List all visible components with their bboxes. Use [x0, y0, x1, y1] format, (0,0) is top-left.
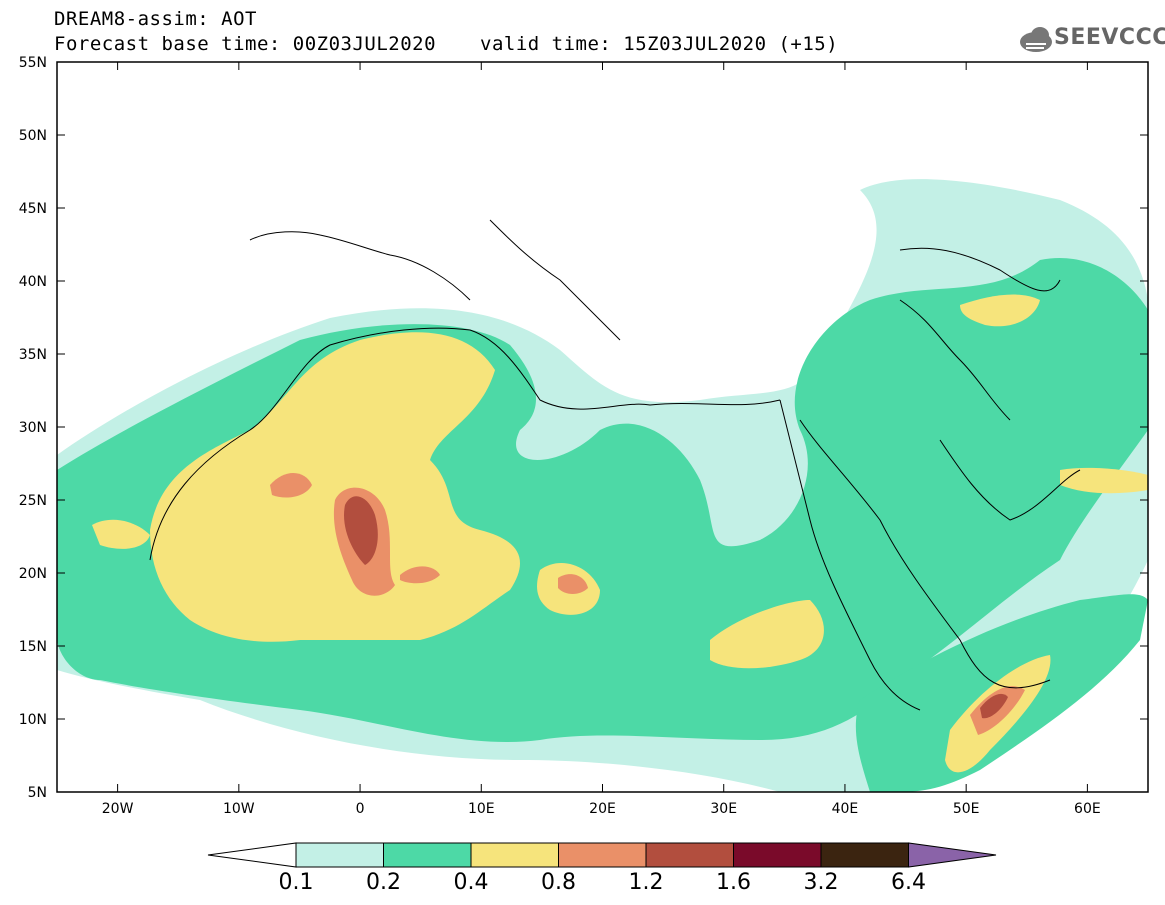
logo-text: SEEVCCC: [1054, 25, 1165, 50]
lat-label: 20N: [19, 566, 47, 582]
colorbar-label: 0.1: [278, 870, 314, 895]
aot-field: [57, 179, 1148, 792]
coastlines: [149, 219, 1081, 711]
colorbar-swatch: [295, 842, 384, 868]
colorbar-label: 3.2: [803, 870, 839, 895]
lon-label: 30E: [710, 801, 737, 817]
aot-band-0-8-b: [270, 472, 312, 498]
colorbar-swatch: [820, 842, 909, 868]
lon-label: 50E: [953, 801, 980, 817]
lon-label: 60E: [1074, 801, 1101, 817]
aot-band-0-8-c: [400, 566, 440, 584]
lat-label: 25N: [19, 493, 47, 509]
aot-band-0-4-e: [960, 294, 1040, 327]
aot-band-1-2: [344, 496, 378, 565]
valid-time: valid time: 15Z03JUL2020 (+15): [480, 33, 839, 55]
lat-label: 50N: [19, 128, 47, 144]
lat-label: 35N: [19, 347, 47, 363]
colorbar-under-arrow: [207, 842, 297, 868]
lat-label: 10N: [19, 712, 47, 728]
colorbar-label: 0.2: [366, 870, 401, 895]
lon-label: 40E: [832, 801, 859, 817]
forecast-base-time: Forecast base time: 00Z03JUL2020: [54, 33, 437, 55]
axis-ticks: [57, 61, 1148, 793]
lat-label: 5N: [28, 785, 47, 801]
lat-label: 55N: [19, 55, 47, 71]
colorbar-swatch: [733, 842, 822, 868]
lon-label: 0: [356, 801, 365, 817]
map-frame: [56, 61, 1149, 793]
lon-labels: 20W 10W 0 10E 20E 30E 40E 50E 60E: [102, 801, 1101, 817]
colorbar-swatch: [645, 842, 734, 868]
colorbar-label: 6.4: [891, 870, 926, 895]
aot-band-1-2-b: [980, 693, 1008, 719]
colorbar-swatch: [383, 842, 472, 868]
colorbar-swatch: [470, 842, 559, 868]
lat-label: 30N: [19, 420, 47, 436]
lat-label: 45N: [19, 201, 47, 217]
map-title: DREAM8-assim: AOT: [54, 8, 257, 30]
colorbar: [207, 842, 997, 868]
lon-label: 20E: [589, 801, 616, 817]
colorbar-label: 1.6: [716, 870, 751, 895]
aot-band-0-4: [150, 332, 520, 642]
aot-band-0-4-c: [710, 600, 824, 669]
lon-label: 10E: [468, 801, 495, 817]
lat-labels: 55N 50N 45N 40N 35N 30N 25N 20N 15N 10N 5N: [19, 55, 47, 801]
lat-label: 15N: [19, 639, 47, 655]
lon-label: 10W: [223, 801, 255, 817]
aot-band-0-8-d: [558, 574, 588, 594]
colorbar-label: 1.2: [628, 870, 664, 895]
colorbar-label: 0.4: [453, 870, 489, 895]
colorbar-swatch: [558, 842, 647, 868]
lat-label: 40N: [19, 274, 47, 290]
aot-band-0-4-f: [1060, 467, 1148, 494]
aot-band-0-4-g: [92, 519, 150, 549]
colorbar-over-arrow: [908, 842, 997, 868]
colorbar-label: 0.8: [541, 870, 576, 895]
cloud-icon: [1020, 27, 1052, 52]
lon-label: 20W: [102, 801, 134, 817]
